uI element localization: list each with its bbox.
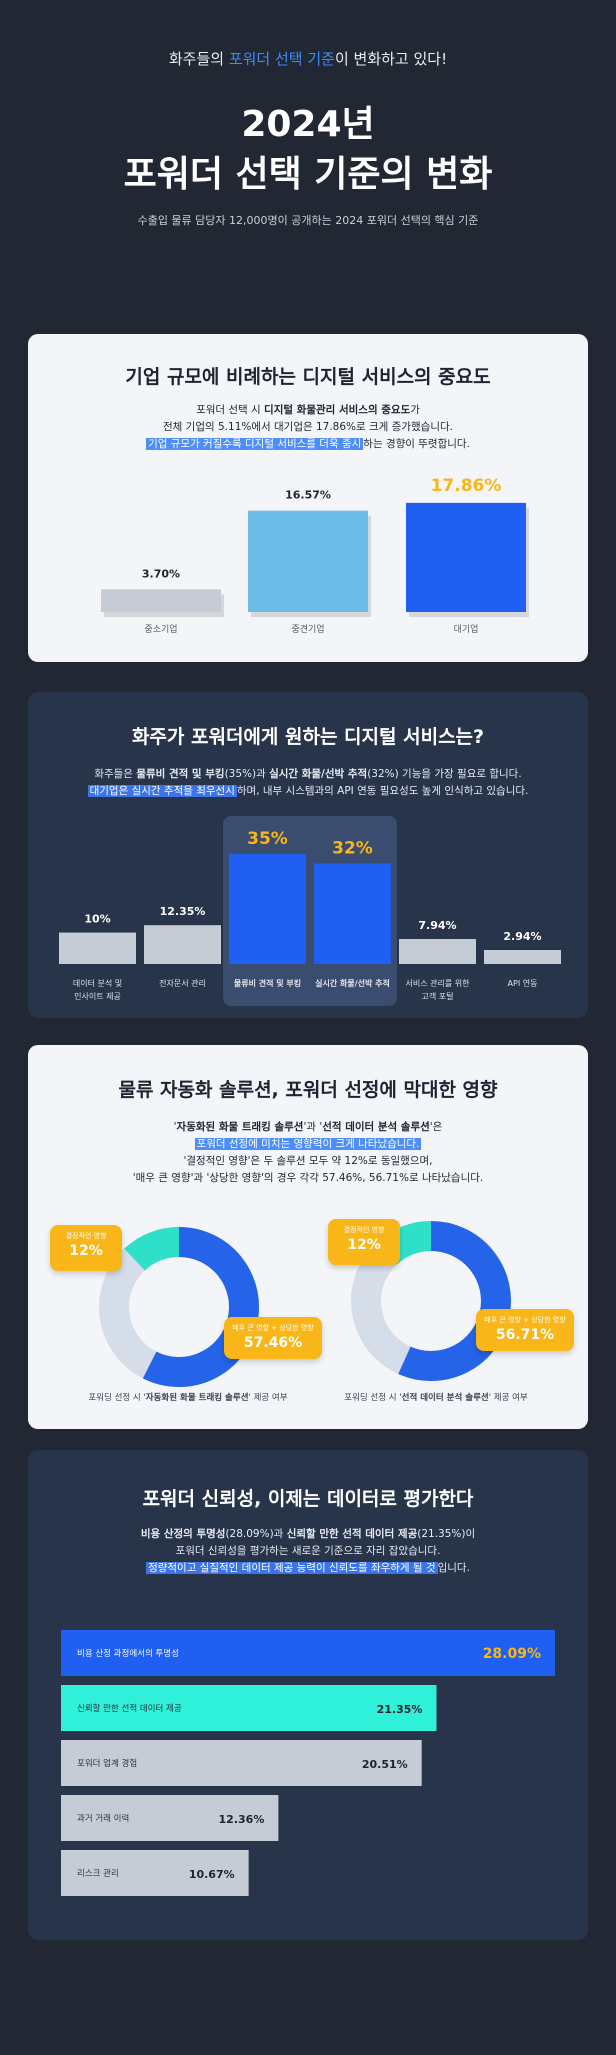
section3-description: '자동화된 화물 트래킹 솔루션'과 '선적 데이터 분석 솔루션'은 포워더 … [132,1121,484,1184]
reliability-horizontal-bar-chart: 비용 산정 과정에서의 투명성 28.09% 신뢰할 만한 선적 데이터 제공 21.… [61,1630,555,1896]
donut2-large-chip: 매우 큰 영향 + 상당한 영향 56.71% [476,1309,574,1351]
bar-value-label: 10% [84,913,110,926]
donut1-decisive-chip: 결정적인 영향 12% [50,1225,122,1271]
header-subtitle: 화주들의 포워더 선택 기준이 변화하고 있다! [168,50,448,68]
bar-value-label: 28.09% [483,1646,541,1662]
page-title: 2024년 포워더 선택 기준의 변화 [0,100,616,200]
bar [61,1740,422,1786]
bar-category-label: 실시간 화물/선박 추적 [315,978,390,988]
section3-highlight: 포워더 선정에 미치는 영향력이 크게 나타났습니다. [194,1138,422,1150]
bar-value-label: 35% [247,829,288,849]
bar [399,939,476,964]
bar-value-label: 16.57% [285,489,331,502]
bar [314,863,391,964]
section3-title: 물류 자동화 솔루션, 포워더 선정에 막대한 영향 [118,1079,498,1101]
bar-category-label: 과거 거래 이력 [77,1813,129,1824]
bar [59,932,136,964]
donut2-caption: 포워딩 선정 시 '선적 데이터 분석 솔루션' 제공 여부 [344,1393,528,1403]
bar-category-label: 비용 산정 과정에서의 투명성 [77,1648,179,1659]
bar [406,502,526,612]
bar [144,925,221,964]
bar-value-label: 12.36% [219,1813,265,1826]
bar-value-label: 21.35% [377,1703,423,1716]
bar [61,1795,279,1841]
section-company-size-card: 기업 규모에 비례하는 디지털 서비스의 중요도 포워더 선택 시 디지털 화물… [28,334,588,662]
bar-value-label: 2.94% [503,930,541,943]
company-size-bar-chart: 3.70% 중소기업 16.57% 중견기업 17.86% 대기업 [101,476,529,635]
bar-value-label: 12.35% [160,905,206,918]
donut1-large-chip: 매우 큰 영향 + 상당한 영향 57.46% [224,1317,322,1359]
page-title-line2: 포워더 선택 기준의 변화 [123,154,493,195]
bar [61,1850,249,1896]
bar-category-label: 리스크 관리 [77,1868,119,1879]
section2-highlight: 대기업은 실시간 추적을 최우선시 [87,785,237,797]
bar-category-label: 중견기업 [291,623,324,635]
bar [61,1630,555,1676]
section-reliability-card: 포워더 신뢰성, 이제는 데이터로 평가한다 비용 산정의 투명성(28.09%… [28,1450,588,1940]
section1-title: 기업 규모에 비례하는 디지털 서비스의 중요도 [125,366,491,388]
bar-value-label: 7.94% [418,919,456,932]
bar-value-label: 17.86% [431,476,502,496]
bar-value-label: 3.70% [142,567,180,580]
bar-category-label: 전자문서 관리 [159,978,206,988]
header-description: 수출입 물류 담당자 12,000명이 공개하는 2024 포워더 선택의 핵심… [137,214,479,227]
bar-value-label: 32% [332,838,373,858]
bar [248,510,368,612]
bar-category-label: 대기업 [454,624,479,635]
bar-category-label: 인사이트 제공 [74,991,121,1001]
bar-value-label: 10.67% [189,1868,235,1881]
bar-category-label: 고객 포털 [422,991,454,1001]
bar-category-label: 데이터 분석 및 [73,978,122,988]
donut2-decisive-chip: 결정적인 영향 12% [328,1219,400,1265]
page-title-line1: 2024년 [241,104,375,145]
section4-highlight: 정량적이고 실질적인 데이터 제공 능력이 신뢰도를 좌우하게 될 것 [146,1562,438,1574]
section1-highlight: 기업 규모가 커질수록 디지털 서비스를 더욱 중시 [146,438,364,450]
bar-category-label: 서비스 관리를 위한 [406,978,471,988]
donut-segment-decisive [124,1227,180,1271]
bar [229,854,306,964]
header-subtitle-highlight: 포워더 선택 기준 [228,50,335,68]
bar-category-label: API 연동 [508,979,538,988]
bar [61,1685,437,1731]
section-digital-services-card: 화주가 포워더에게 원하는 디지털 서비스는? 화주들은 물류비 견적 및 부킹… [28,692,588,1018]
section4-description: 비용 산정의 투명성(28.09%)과 신뢰할 만한 선적 데이터 제공(21.… [140,1528,476,1574]
bar-category-label: 물류비 견적 및 부킹 [234,978,301,988]
bar-category-label: 신뢰할 만한 선적 데이터 제공 [77,1703,182,1714]
bar [484,950,561,964]
bar-value-label: 20.51% [362,1758,408,1771]
section2-description: 화주들은 물류비 견적 및 부킹(35%)과 실시간 화물/선박 추적(32%)… [87,768,529,797]
section2-title: 화주가 포워더에게 원하는 디지털 서비스는? [131,726,485,748]
donut1-caption: 포워딩 선정 시 '자동화된 화물 트래킹 솔루션' 제공 여부 [88,1393,288,1403]
section1-description: 포워더 선택 시 디지털 화물관리 서비스의 중요도가 전체 기업의 5.11%… [146,404,470,450]
section4-title: 포워더 신뢰성, 이제는 데이터로 평가한다 [142,1488,474,1510]
section-automation-card: 물류 자동화 솔루션, 포워더 선정에 막대한 영향 '자동화된 화물 트래킹 … [28,1045,588,1429]
bar [101,589,221,612]
bar-category-label: 중소기업 [144,624,177,635]
bar-category-label: 포워더 업계 경험 [77,1758,137,1769]
